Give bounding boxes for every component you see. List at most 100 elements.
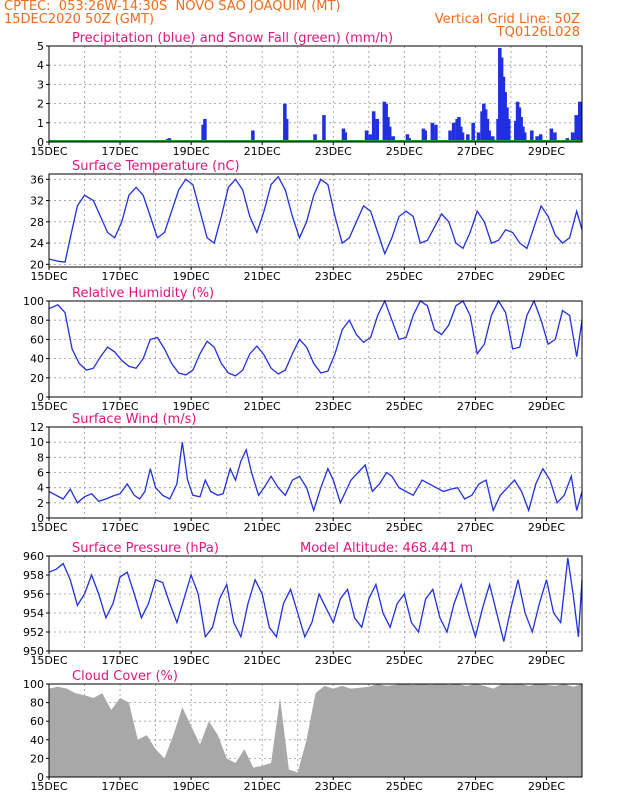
y-tick-label: 950 [23,645,44,658]
series-line [48,299,583,377]
precip-bar [368,134,372,142]
panel-frame [48,173,583,268]
x-tick-label: 29DEC [528,780,565,793]
precip-bar [201,124,205,142]
precip-bar [313,134,317,142]
y-tick-label: 1 [37,117,44,130]
cloud-cover-panel: Cloud Cover (%) 0 20 40 60 80 100 15DEC 17DEC 19D… [23,669,583,793]
x-tick-label: 17DEC [102,145,139,158]
y-tick-label: 2 [37,98,44,111]
x-tick-label: 21DEC [244,270,281,283]
y-tick-label: 32 [30,195,44,208]
precip-bar [578,101,582,142]
y-tick-label: 956 [23,588,44,601]
x-tick-label: 29DEC [528,654,565,667]
y-tick-label: 28 [30,216,44,229]
x-tick-label: 27DEC [457,145,494,158]
panel-title: Surface Pressure (hPa) [72,541,219,556]
x-tick-label: 21DEC [244,145,281,158]
x-tick-label: 27DEC [457,400,494,413]
x-tick-label: 17DEC [102,400,139,413]
humidity-panel: Relative Humidity (%) 0 20 40 60 80 100 15DEC 17… [23,286,583,413]
y-tick-label: 80 [30,314,44,327]
precip-bar [251,130,255,142]
y-tick-label: 960 [23,550,44,563]
panel-frame [48,300,583,398]
precip-bar [538,134,543,142]
panel-frame [48,45,583,143]
y-tick-label: 20 [30,372,44,385]
y-tick-label: 4 [37,482,44,495]
y-tick-label: 0 [37,136,44,149]
x-tick-label: 23DEC [315,270,352,283]
x-tick-label: 17DEC [102,780,139,793]
x-tick-label: 29DEC [528,400,565,413]
precip-bar [448,130,452,142]
x-tick-label: 25DEC [386,521,423,534]
precip-bar [364,130,369,142]
precip-bar [574,115,579,142]
y-tick-label: 0 [37,771,44,784]
x-tick-label: 19DEC [173,145,210,158]
x-tick-label: 23DEC [315,654,352,667]
y-tick-label: 24 [30,237,44,250]
series-line [48,557,583,642]
precip-bar [460,132,465,142]
precip-bar [487,130,491,142]
y-tick-label: 958 [23,569,44,582]
x-tick-label: 27DEC [457,780,494,793]
precip-bar [423,130,427,142]
x-tick-label: 25DEC [386,145,423,158]
y-tick-label: 12 [30,421,44,434]
precip-bar [570,132,575,142]
x-tick-label: 19DEC [173,780,210,793]
x-tick-label: 21DEC [244,400,281,413]
precip-bar [343,132,348,142]
panel-title: Precipitation (blue) and Snow Fall (gree… [72,31,393,46]
panel-frame [48,555,583,652]
y-tick-label: 10 [30,436,44,449]
temperature-panel: Surface Temperature (nC) 20 24 28 32 36 15DEC 1… [30,159,583,283]
series-line [48,175,583,263]
y-tick-label: 952 [23,626,44,639]
panel-title: Relative Humidity (%) [72,286,214,301]
precip-bar [434,124,438,142]
precip-bar [284,118,289,142]
x-tick-label: 19DEC [173,654,210,667]
precip-bar [522,132,527,142]
x-tick-label: 15DEC [30,654,67,667]
precip-bar [322,115,326,142]
y-tick-label: 5 [37,40,44,53]
pressure-panel: Surface Pressure (hPa) Model Altitude: 46… [23,541,583,667]
x-tick-label: 23DEC [315,400,352,413]
wind-panel: Surface Wind (m/s) 0 2 4 6 8 10 12 15DEC 17DEC 19D… [30,412,583,534]
x-tick-label: 25DEC [386,780,423,793]
x-tick-label: 19DEC [173,521,210,534]
header-run-date: 15DEC2020 50Z (GMT) [4,12,155,27]
y-tick-label: 60 [30,333,44,346]
precip-bar [466,134,470,142]
x-tick-label: 21DEC [244,521,281,534]
y-tick-label: 4 [37,59,44,72]
x-tick-label: 29DEC [528,521,565,534]
y-tick-label: 40 [30,734,44,747]
x-tick-label: 15DEC [30,521,67,534]
x-tick-label: 17DEC [102,521,139,534]
y-tick-label: 0 [37,512,44,525]
x-tick-label: 27DEC [457,270,494,283]
precip-bar [430,122,435,142]
y-tick-label: 3 [37,78,44,91]
x-tick-label: 19DEC [173,270,210,283]
y-tick-label: 0 [37,391,44,404]
x-tick-label: 17DEC [102,654,139,667]
x-tick-label: 25DEC [386,270,423,283]
precip-bar [553,132,557,142]
y-tick-label: 100 [23,295,44,308]
y-tick-label: 40 [30,353,44,366]
y-tick-label: 100 [23,678,44,691]
x-tick-label: 15DEC [30,400,67,413]
precip-bar [387,126,392,142]
y-tick-label: 36 [30,173,44,186]
